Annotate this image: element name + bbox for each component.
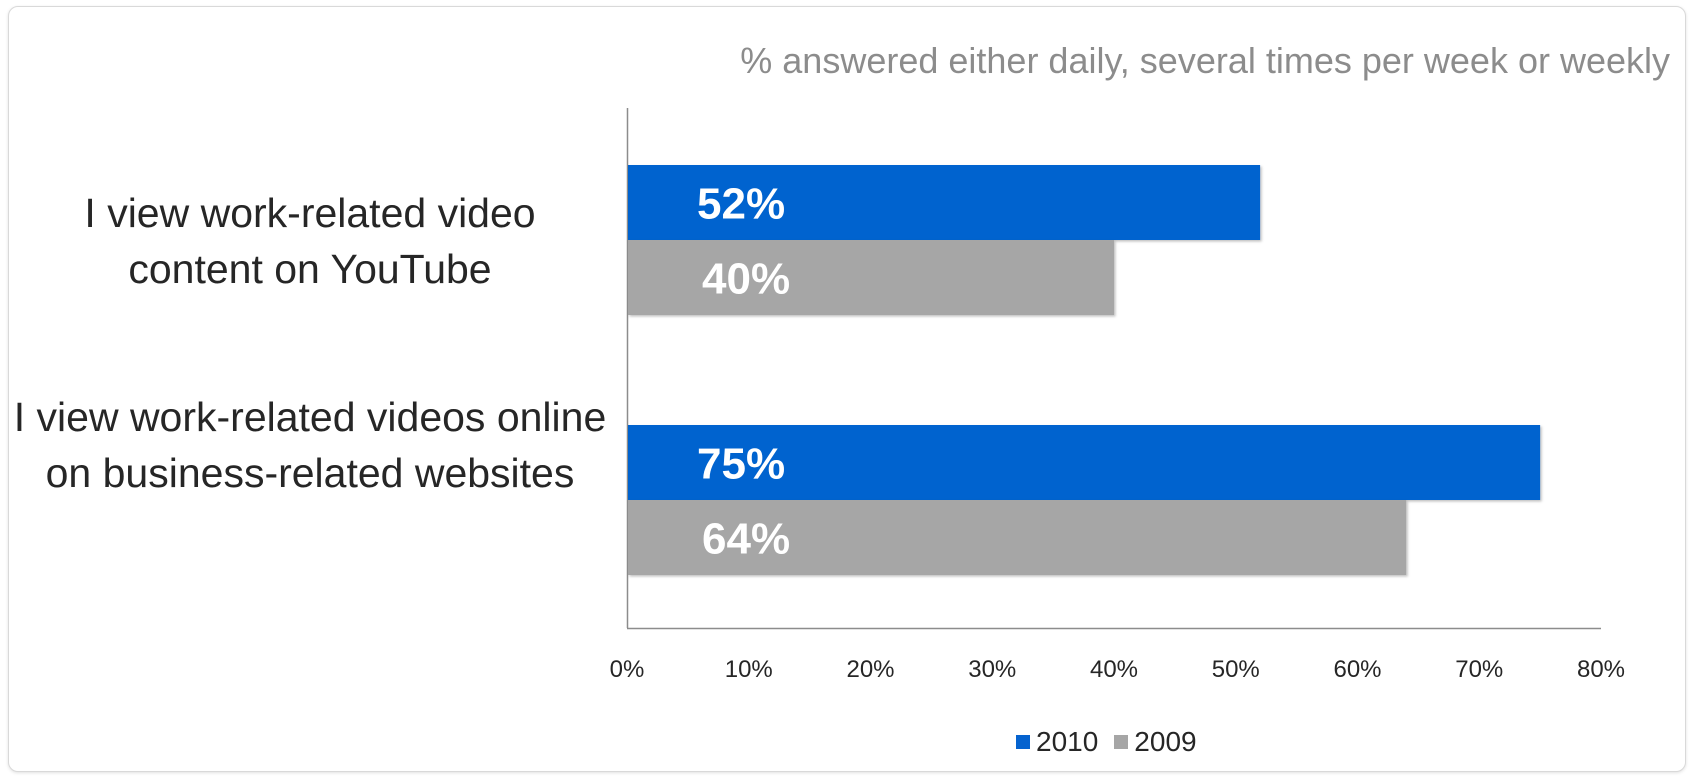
legend-swatch-2010 (1016, 735, 1030, 749)
legend-label-2010: 2010 (1036, 726, 1099, 757)
data-label-business-websites-2010: 75% (697, 440, 785, 489)
chart-subtitle: % answered either daily, several times p… (740, 40, 1670, 81)
bar-business-websites-2010 (628, 425, 1541, 500)
x-tick-label: 10% (725, 656, 773, 683)
data-label-youtube-2009: 40% (702, 255, 790, 304)
x-tick-label: 40% (1090, 656, 1138, 683)
x-tick-label: 0% (610, 656, 645, 683)
category-label-business-websites: I view work-related videos online on bus… (13, 394, 607, 496)
bar-business-websites-2009 (628, 500, 1407, 575)
legend-label-2009: 2009 (1134, 726, 1197, 757)
bar-youtube-2009 (628, 240, 1114, 315)
x-tick-label: 20% (846, 656, 894, 683)
x-tick-label: 60% (1333, 656, 1381, 683)
legend-item-2009: 2009 (1114, 726, 1197, 758)
x-tick-label: 80% (1577, 656, 1625, 683)
x-tick-label: 50% (1212, 656, 1260, 683)
x-tick-label: 70% (1455, 656, 1503, 683)
data-label-business-websites-2009: 64% (702, 515, 790, 564)
category-label-youtube: I view work-related video content on You… (84, 190, 536, 292)
chart-legend: 2010 2009 (1016, 726, 1213, 758)
bar-youtube-2010 (628, 165, 1261, 240)
x-tick-label: 30% (968, 656, 1016, 683)
legend-item-2010: 2010 (1016, 726, 1098, 758)
data-label-youtube-2010: 52% (697, 180, 785, 229)
legend-swatch-2009 (1114, 735, 1129, 749)
chart-frame (8, 6, 1686, 772)
